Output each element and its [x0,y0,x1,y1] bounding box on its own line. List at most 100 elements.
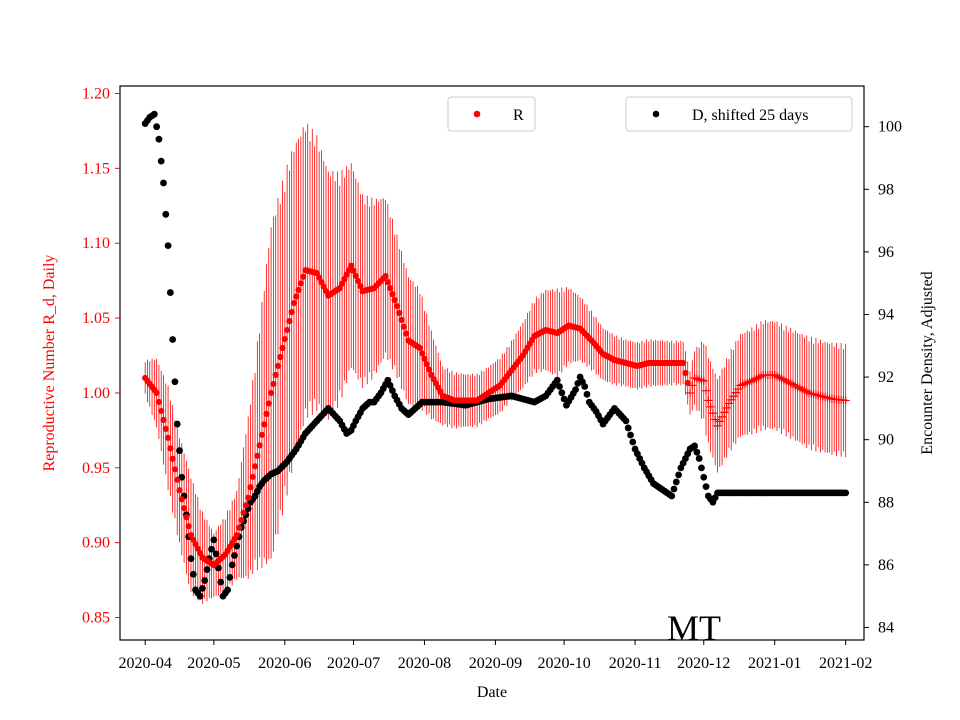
legend-d-marker [652,110,660,118]
r-point-plus [704,396,713,405]
r-point [391,297,398,304]
r-point [290,300,298,307]
r-point [400,323,407,330]
left-tick-label-6: 1.15 [82,160,110,177]
d-point [695,455,703,462]
d-point [201,577,209,584]
d-point [675,471,682,479]
d-point [176,447,183,455]
r-point [284,326,291,334]
d-point [558,389,566,397]
r-point [265,400,272,407]
r-point [421,355,428,362]
r-point-plus [706,402,715,411]
x-tick-label-8: 2020-12 [677,655,730,672]
d-point [173,420,181,428]
state-annotation: MT [667,608,721,648]
r-point [238,517,245,524]
legend-r-box [447,96,536,132]
r-point [350,267,357,274]
r-point [286,317,293,325]
r-point-plus [713,421,722,430]
r-point [240,509,247,516]
d-point [150,110,158,118]
left-tick-label-1: 0.90 [82,535,110,552]
r-point-plus [708,409,717,418]
d-point [171,378,179,386]
r-point [169,455,176,462]
r-point [425,366,433,373]
r-point [162,425,169,432]
r-point [242,502,250,509]
plot-frame [119,85,865,641]
d-point [389,387,396,395]
d-point [700,473,708,481]
d-point [212,550,220,558]
r-point [423,361,430,368]
d-point [217,578,225,586]
d-point [169,336,177,343]
left-axis-label: Reproductive Number R_d, Daily [41,255,58,472]
right-tick-label-6: 96 [878,244,894,261]
r-point [387,285,394,292]
r-point [384,279,391,286]
x-axis-ticks: 2020-04 2020-05 2020-06 2020-07 2020-08 2020-… [119,640,872,672]
left-tick-label-3: 1.00 [82,385,110,402]
r-point [277,353,284,361]
d-point [842,489,850,497]
r-point [348,262,355,269]
d-point [189,570,197,578]
r-point-plus [718,412,727,421]
r-point [295,286,302,294]
r-point [354,277,362,285]
r-series-points [142,262,850,569]
x-tick-label-7: 2020-11 [609,655,662,672]
r-point [174,476,181,483]
d-point [693,448,701,456]
r-point [297,280,304,287]
d-point [215,564,222,572]
r-point [261,421,268,428]
r-point [389,291,396,298]
d-point [384,376,392,384]
d-point [624,424,632,432]
right-tick-label-0: 84 [878,619,894,636]
r-point [684,379,691,387]
r-point [160,416,167,423]
d-point [698,464,705,472]
r-point [164,434,172,441]
d-point [627,431,634,439]
d-point [583,390,591,398]
x-tick-label-1: 2020-05 [187,655,240,672]
right-tick-label-8: 100 [878,119,902,136]
r-point [403,330,410,337]
legend-r: R [447,96,536,132]
r-point [180,505,188,512]
r-point-plus [720,408,729,417]
d-point [164,242,172,250]
r-point [235,524,243,531]
x-axis-label: Date [477,684,507,701]
r-point [419,350,426,357]
r-point [251,463,259,470]
r-error-bars [144,123,847,605]
d-point [581,383,589,390]
r-point [256,442,263,449]
d-point [670,485,678,493]
right-tick-label-4: 92 [878,369,894,386]
right-axis-ticks: 84 86 88 90 92 94 96 98 100 [864,119,902,636]
r-point [158,407,165,415]
x-tick-label-6: 2020-10 [537,655,590,672]
r-point-plus [686,388,695,397]
x-tick-label-0: 2020-04 [119,655,172,672]
left-tick-label-5: 1.10 [82,235,110,252]
d-point [224,586,231,594]
d-point [231,552,238,559]
x-tick-label-2: 2020-06 [258,655,311,672]
d-point [572,386,579,394]
r-point-plus [688,381,697,390]
right-tick-label-3: 90 [878,432,894,449]
right-axis-label: Encounter Density, Adjusted [919,271,936,454]
r-point [183,514,190,521]
